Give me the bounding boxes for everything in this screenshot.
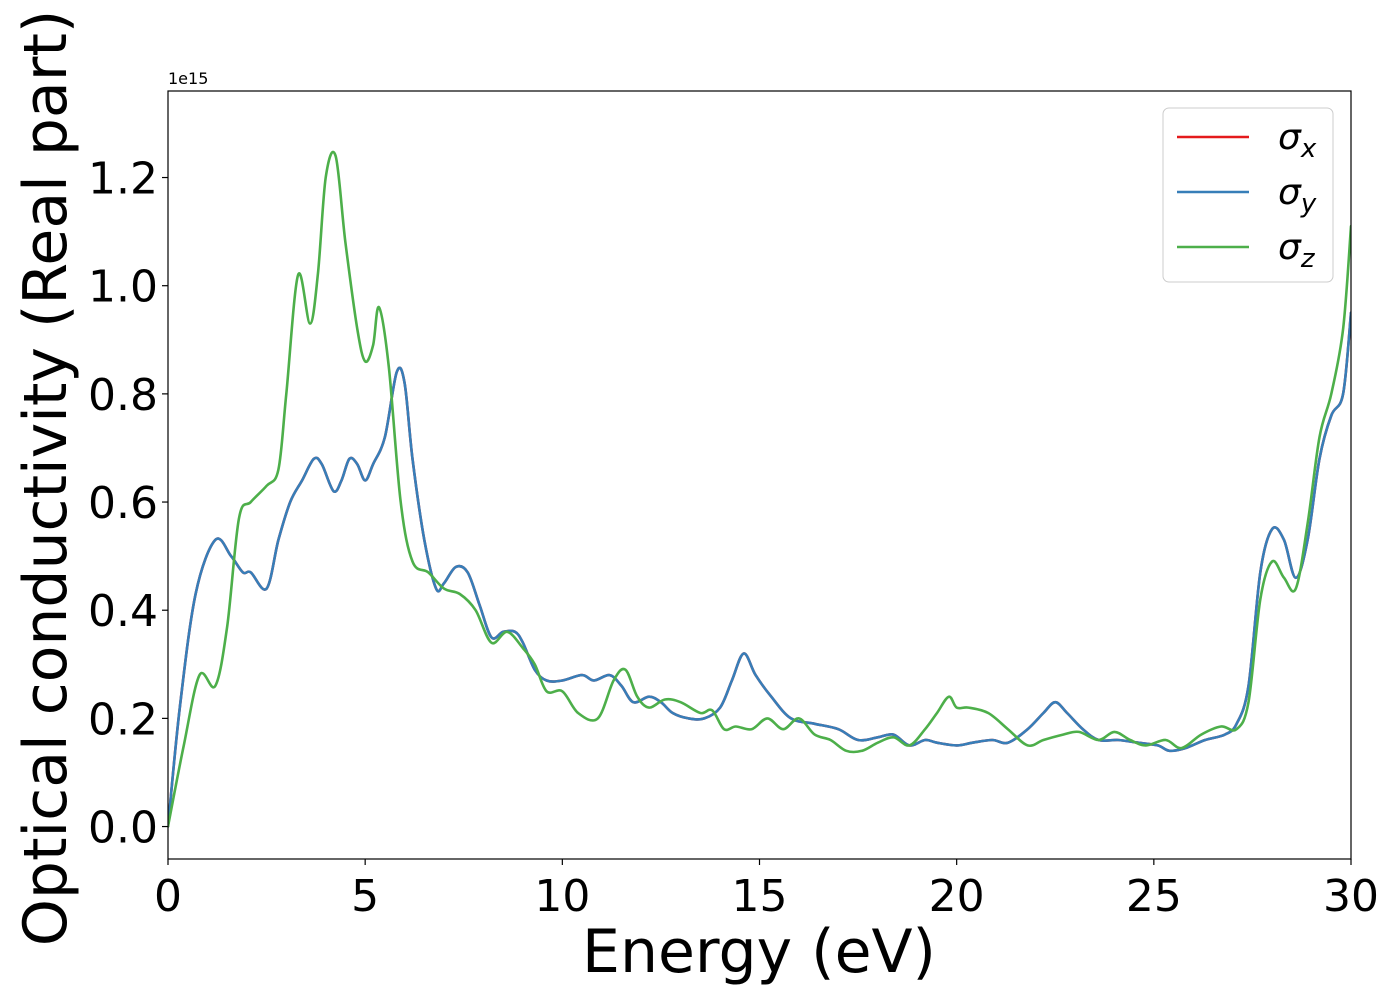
y-offset-label: 1e15 xyxy=(168,69,208,88)
x-axis-ticks: 0 5 10 15 20 25 30 xyxy=(154,859,1379,922)
x-tick-label: 10 xyxy=(534,871,590,922)
legend-box xyxy=(1162,107,1334,283)
y-tick-label: 0.6 xyxy=(88,478,158,529)
x-tick-label: 30 xyxy=(1323,871,1379,922)
series-line-y xyxy=(168,311,1351,828)
y-tick-label: 1.0 xyxy=(88,262,158,313)
y-axis-title: Optical conductivity (Real part) xyxy=(11,10,81,947)
y-tick-label: 0.0 xyxy=(88,803,158,854)
x-tick-label: 5 xyxy=(351,871,379,922)
x-axis-title: Energy (eV) xyxy=(582,917,936,987)
x-tick-label: 0 xyxy=(154,871,182,922)
y-tick-label: 0.2 xyxy=(88,694,158,745)
series-layer xyxy=(168,150,1351,828)
x-tick-label: 15 xyxy=(732,871,788,922)
y-tick-label: 0.8 xyxy=(88,370,158,421)
x-tick-label: 25 xyxy=(1126,871,1182,922)
y-axis-ticks: 0.0 0.2 0.4 0.6 0.8 1.0 1.2 xyxy=(88,154,168,854)
y-tick-label: 1.2 xyxy=(88,154,158,205)
x-tick-label: 20 xyxy=(929,871,985,922)
series-line-z xyxy=(168,150,1351,828)
y-tick-label: 0.4 xyxy=(88,586,158,637)
plot-area xyxy=(168,91,1351,859)
